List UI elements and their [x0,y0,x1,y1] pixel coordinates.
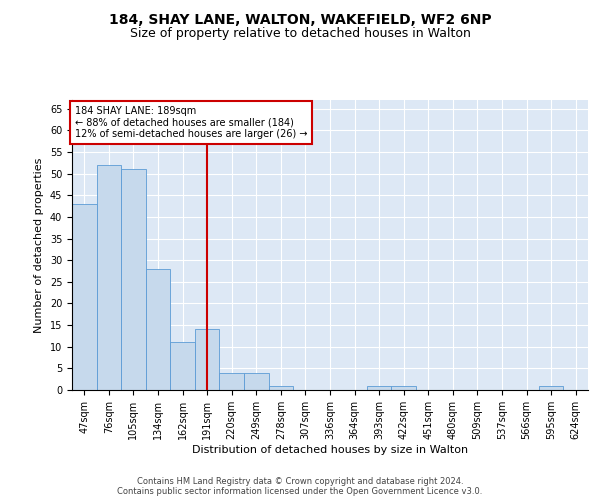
Bar [121,170,146,390]
Bar [170,342,195,390]
Bar [269,386,293,390]
Bar [72,204,97,390]
Bar [391,386,416,390]
Bar [244,372,269,390]
Bar [220,372,244,390]
Bar [539,386,563,390]
Text: 184 SHAY LANE: 189sqm
← 88% of detached houses are smaller (184)
12% of semi-det: 184 SHAY LANE: 189sqm ← 88% of detached … [74,106,307,139]
Text: Contains public sector information licensed under the Open Government Licence v3: Contains public sector information licen… [118,487,482,496]
Text: 184, SHAY LANE, WALTON, WAKEFIELD, WF2 6NP: 184, SHAY LANE, WALTON, WAKEFIELD, WF2 6… [109,12,491,26]
Y-axis label: Number of detached properties: Number of detached properties [34,158,44,332]
Bar [195,330,220,390]
Text: Size of property relative to detached houses in Walton: Size of property relative to detached ho… [130,28,470,40]
Bar [97,165,121,390]
Bar [367,386,391,390]
X-axis label: Distribution of detached houses by size in Walton: Distribution of detached houses by size … [192,444,468,454]
Text: Contains HM Land Registry data © Crown copyright and database right 2024.: Contains HM Land Registry data © Crown c… [137,477,463,486]
Bar [146,269,170,390]
